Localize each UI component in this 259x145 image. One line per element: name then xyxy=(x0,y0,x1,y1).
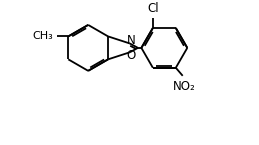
Text: Cl: Cl xyxy=(147,2,159,15)
Text: N: N xyxy=(127,34,135,47)
Text: O: O xyxy=(126,49,136,62)
Text: CH₃: CH₃ xyxy=(33,31,53,41)
Text: NO₂: NO₂ xyxy=(172,80,195,93)
